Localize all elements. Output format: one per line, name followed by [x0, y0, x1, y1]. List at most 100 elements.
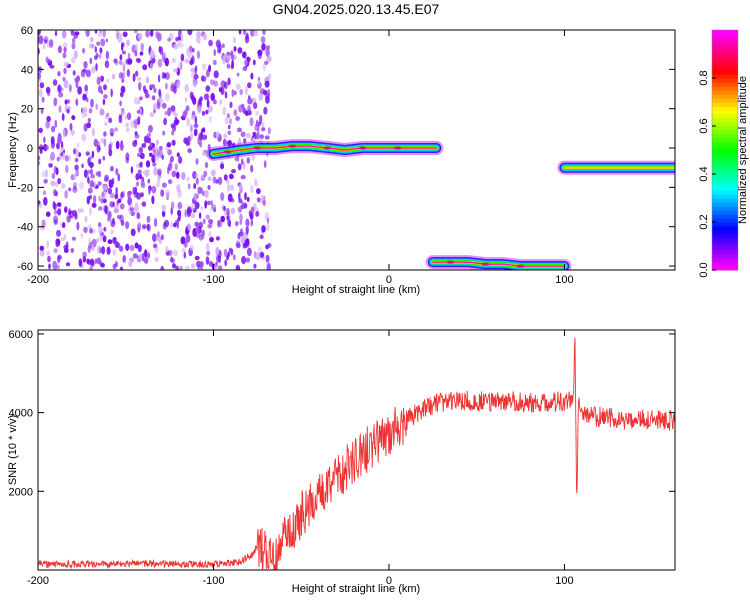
noise-point [108, 143, 112, 152]
noise-point [202, 150, 205, 157]
noise-point [99, 234, 104, 242]
noise-point [173, 112, 179, 117]
noise-point [229, 117, 232, 125]
noise-point [147, 252, 150, 259]
noise-point [105, 38, 109, 43]
noise-point [54, 119, 58, 128]
noise-point [165, 82, 168, 90]
noise-point [112, 237, 117, 245]
colorbar-strip [712, 150, 738, 155]
colorbar-strip [712, 262, 738, 267]
noise-point [218, 48, 222, 54]
y-tick-label: 60 [21, 25, 33, 37]
noise-point [102, 195, 107, 200]
colorbar-label: Normalized spectral amplitude [737, 76, 749, 224]
noise-point [184, 209, 187, 218]
noise-point [121, 109, 124, 117]
noise-point [82, 251, 87, 258]
noise-point [51, 172, 56, 180]
noise-point [243, 138, 247, 144]
noise-point [206, 99, 210, 108]
noise-point [57, 178, 62, 185]
noise-point [65, 241, 69, 249]
noise-point [173, 222, 177, 228]
noise-point [190, 212, 196, 219]
noise-point [192, 48, 195, 53]
snr-panel: -200 -100 0 100 2000 4000 6000 Height of strai… [7, 329, 676, 595]
noise-point [262, 30, 266, 36]
noise-point [152, 243, 158, 249]
noise-point [184, 84, 189, 93]
noise-point [49, 64, 55, 69]
colorbar-strip [712, 30, 738, 35]
noise-point [183, 251, 187, 259]
noise-point [45, 86, 51, 94]
noise-point [241, 256, 247, 265]
noise-point [41, 219, 46, 229]
noise-point [238, 30, 242, 35]
colorbar-strip [712, 246, 738, 251]
x-tick-label: 100 [555, 274, 573, 286]
noise-point [241, 201, 245, 209]
noise-point [170, 105, 176, 112]
trace-peak [223, 150, 232, 154]
noise-point [196, 260, 201, 268]
colorbar-strip [712, 258, 738, 263]
colorbar-strip [712, 74, 738, 79]
noise-point [38, 73, 41, 80]
noise-point [55, 264, 60, 270]
noise-point [157, 168, 162, 176]
noise-point [195, 233, 201, 238]
noise-point [205, 256, 210, 265]
noise-point [195, 158, 199, 165]
noise-point [114, 261, 119, 268]
noise-point [156, 102, 161, 110]
noise-point [74, 164, 79, 171]
noise-point [238, 192, 241, 201]
noise-point [139, 96, 143, 101]
noise-speckle [38, 30, 272, 270]
noise-point [155, 145, 159, 155]
noise-point [85, 97, 89, 103]
colorbar-strip [712, 142, 738, 147]
noise-point [62, 129, 66, 138]
noise-point [112, 217, 115, 225]
noise-point [191, 263, 196, 269]
noise-point [177, 209, 182, 217]
noise-point [103, 84, 107, 91]
noise-point [266, 217, 270, 225]
noise-point [46, 250, 50, 256]
noise-point [229, 173, 234, 180]
noise-point [111, 177, 115, 185]
noise-point [42, 42, 46, 50]
noise-point [106, 78, 110, 84]
noise-point [46, 240, 49, 249]
noise-point [256, 197, 261, 203]
noise-point [159, 145, 163, 151]
noise-point [58, 92, 64, 98]
noise-point [167, 107, 172, 117]
y-tick-label: 40 [21, 64, 33, 76]
noise-point [145, 76, 150, 84]
noise-point [227, 183, 230, 193]
noise-point [151, 185, 157, 194]
noise-point [259, 134, 265, 139]
noise-point [110, 229, 114, 235]
noise-point [212, 59, 217, 66]
noise-point [204, 161, 209, 169]
noise-point [231, 53, 234, 61]
noise-point [184, 58, 190, 64]
snr-line [38, 337, 675, 570]
noise-point [64, 99, 68, 105]
noise-point [239, 220, 243, 225]
noise-point [243, 202, 248, 209]
noise-point [212, 99, 217, 105]
noise-point [140, 42, 144, 52]
x-tick-label: -200 [27, 575, 49, 587]
noise-point [137, 169, 142, 175]
noise-point [207, 176, 212, 181]
x-tick-label: 0 [386, 575, 392, 587]
noise-point [240, 158, 244, 165]
noise-point [100, 38, 106, 47]
noise-point [256, 126, 260, 135]
